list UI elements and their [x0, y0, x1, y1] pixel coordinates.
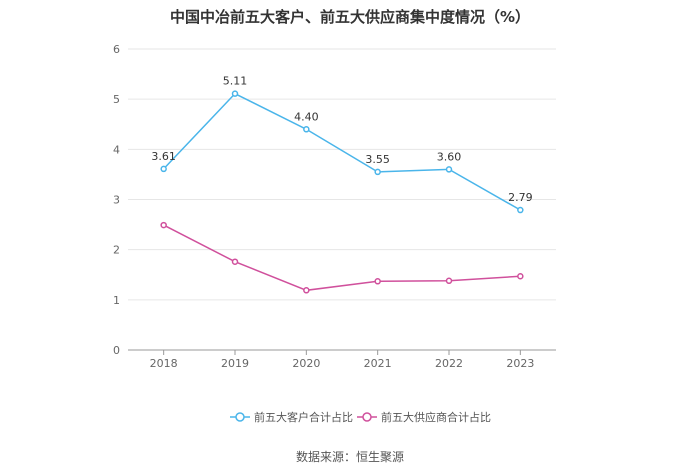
y-tick-label: 0	[113, 344, 120, 357]
y-tick-label: 3	[113, 194, 120, 207]
data-point	[303, 126, 310, 133]
data-point	[303, 287, 310, 294]
data-point	[517, 206, 524, 214]
y-tick-label: 6	[113, 43, 120, 56]
data-point	[231, 258, 239, 265]
x-tick-label: 2020	[292, 357, 320, 370]
legend-swatch-marker	[235, 412, 245, 422]
data-label: 3.55	[365, 153, 390, 166]
legend-swatch-marker	[362, 412, 372, 422]
legend-label: 前五大供应商合计占比	[381, 410, 491, 424]
y-tick-label: 1	[113, 294, 120, 307]
data-point	[445, 166, 453, 173]
data-point	[445, 277, 453, 285]
data-point	[160, 165, 167, 173]
x-tick-label: 2019	[221, 357, 249, 370]
x-tick-label: 2018	[150, 357, 178, 370]
x-tick-label: 2022	[435, 357, 463, 370]
data-point	[517, 273, 524, 280]
y-tick-label: 4	[113, 143, 120, 156]
y-tick-label: 2	[113, 244, 120, 257]
series-line-1	[163, 92, 521, 211]
data-label: 3.60	[437, 150, 462, 163]
data-point	[374, 168, 381, 176]
chart-title: 中国中冶前五大客户、前五大供应商集中度情况（%）	[169, 8, 531, 26]
x-tick-label: 2021	[364, 357, 392, 370]
x-tick-label: 2023	[506, 357, 534, 370]
legend-label: 前五大客户合计占比	[254, 410, 353, 424]
data-source: 数据来源：恒生聚源	[295, 450, 404, 464]
series-line-2	[163, 224, 521, 292]
data-point	[160, 221, 167, 229]
data-point	[374, 278, 381, 285]
y-tick-label: 5	[113, 93, 120, 106]
data-label: 4.40	[294, 110, 319, 123]
data-label: 3.61	[151, 150, 176, 163]
data-label: 2.79	[508, 191, 533, 204]
data-point	[231, 90, 239, 97]
data-label: 5.11	[223, 75, 248, 88]
